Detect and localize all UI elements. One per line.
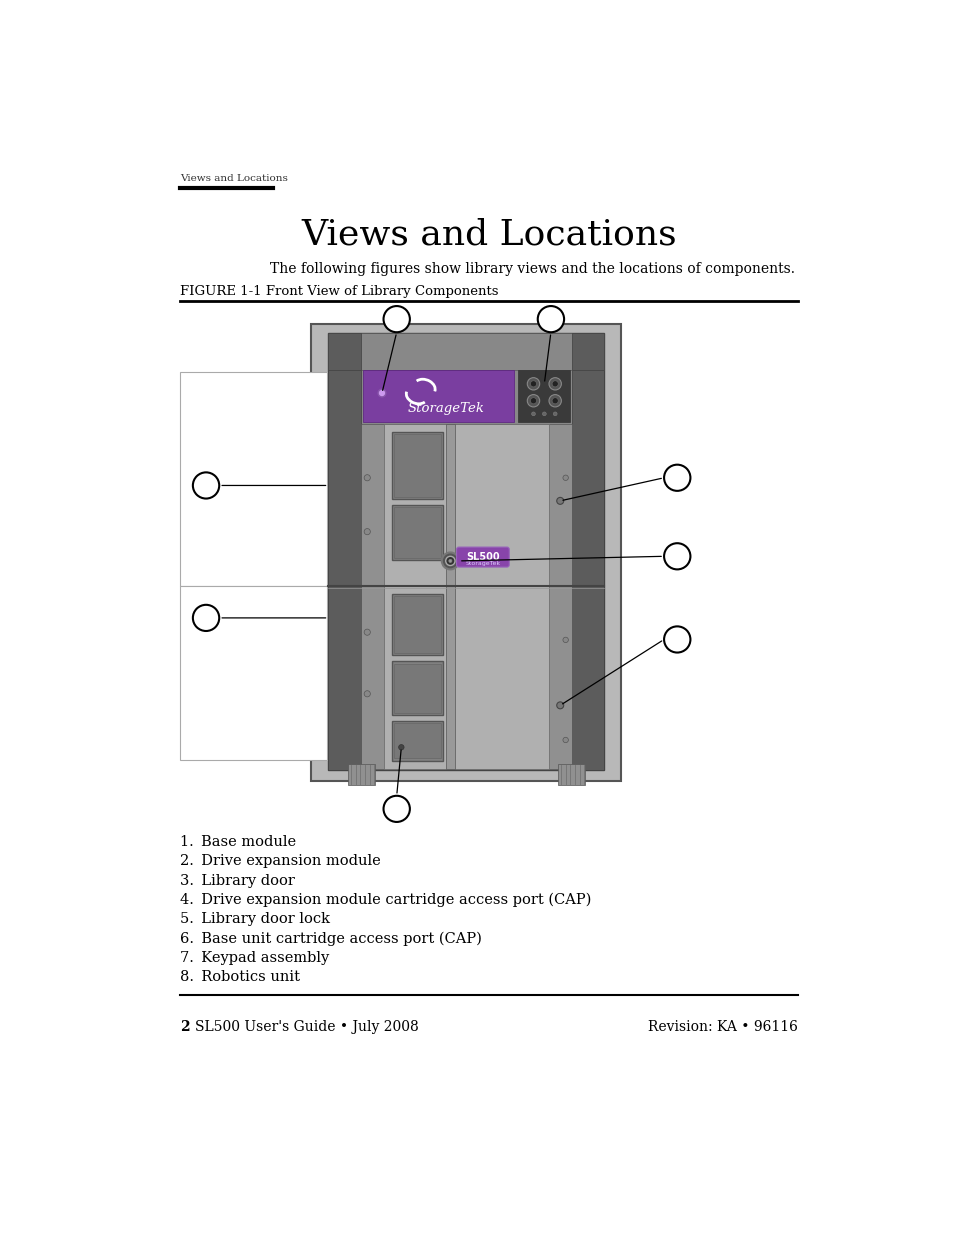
Circle shape [557, 498, 563, 504]
Circle shape [364, 474, 370, 480]
Bar [392, 662, 443, 715]
Bar [394, 663, 440, 713]
Circle shape [562, 737, 568, 742]
Text: StorageTek: StorageTek [407, 401, 484, 415]
Circle shape [557, 701, 563, 709]
Text: 2: 2 [179, 1020, 189, 1034]
Text: SL500 User's Guide • July 2008: SL500 User's Guide • July 2008 [195, 1020, 418, 1034]
Circle shape [553, 412, 557, 416]
Bar [571, 370, 604, 771]
Text: 7. Keypad assembly: 7. Keypad assembly [179, 951, 329, 965]
Text: 3. Library door: 3. Library door [179, 873, 294, 888]
Bar [328, 370, 360, 771]
Circle shape [562, 475, 568, 480]
Circle shape [562, 637, 568, 642]
FancyBboxPatch shape [456, 547, 509, 567]
Circle shape [193, 472, 219, 499]
Circle shape [530, 380, 536, 387]
Circle shape [364, 529, 370, 535]
Bar [394, 597, 440, 653]
Circle shape [448, 559, 452, 562]
Bar [394, 508, 440, 558]
Circle shape [527, 395, 539, 406]
Bar [392, 594, 443, 656]
Bar [348, 764, 375, 785]
Text: 1. Base module: 1. Base module [179, 835, 295, 848]
Bar [328, 333, 604, 771]
Bar [360, 424, 571, 769]
Circle shape [364, 690, 370, 697]
Text: Views and Locations: Views and Locations [301, 217, 676, 252]
Bar [558, 764, 584, 785]
Bar [571, 333, 604, 370]
Bar [394, 433, 440, 496]
Text: 2. Drive expansion module: 2. Drive expansion module [179, 855, 380, 868]
Circle shape [663, 464, 690, 490]
Text: FIGURE 1-1 Front View of Library Components: FIGURE 1-1 Front View of Library Compone… [179, 285, 497, 299]
Circle shape [537, 306, 563, 332]
Circle shape [663, 543, 690, 569]
Bar [394, 722, 440, 758]
Circle shape [548, 395, 560, 406]
Text: 8. Robotics unit: 8. Robotics unit [179, 969, 299, 984]
Circle shape [441, 552, 458, 569]
Circle shape [531, 412, 535, 416]
Circle shape [377, 389, 385, 396]
Bar [392, 721, 443, 761]
Circle shape [445, 556, 455, 566]
Circle shape [663, 626, 690, 652]
Text: 6. Base unit cartridge access port (CAP): 6. Base unit cartridge access port (CAP) [179, 931, 481, 946]
Text: 5. Library door lock: 5. Library door lock [179, 911, 330, 926]
Bar [392, 505, 443, 561]
Circle shape [398, 745, 404, 750]
Circle shape [364, 629, 370, 635]
Circle shape [383, 306, 410, 332]
Circle shape [193, 605, 219, 631]
Circle shape [527, 378, 539, 390]
Bar [362, 370, 513, 422]
Bar [445, 424, 455, 769]
Bar [311, 324, 620, 782]
Bar [517, 370, 570, 422]
Circle shape [552, 380, 558, 387]
Bar [328, 333, 360, 370]
Circle shape [548, 378, 560, 390]
Text: Views and Locations: Views and Locations [179, 174, 287, 183]
Bar [392, 431, 443, 499]
Bar [179, 372, 327, 585]
Circle shape [552, 398, 558, 404]
Circle shape [530, 398, 536, 404]
Text: SL500: SL500 [466, 552, 499, 562]
Circle shape [542, 412, 546, 416]
Text: Revision: KA • 96116: Revision: KA • 96116 [648, 1020, 798, 1034]
Text: 4. Drive expansion module cartridge access port (CAP): 4. Drive expansion module cartridge acce… [179, 893, 591, 908]
Bar [384, 424, 548, 769]
Bar [179, 585, 327, 760]
Bar [328, 333, 604, 370]
Text: The following figures show library views and the locations of components.: The following figures show library views… [270, 262, 795, 277]
Text: StorageTek: StorageTek [465, 561, 500, 566]
Circle shape [383, 795, 410, 823]
